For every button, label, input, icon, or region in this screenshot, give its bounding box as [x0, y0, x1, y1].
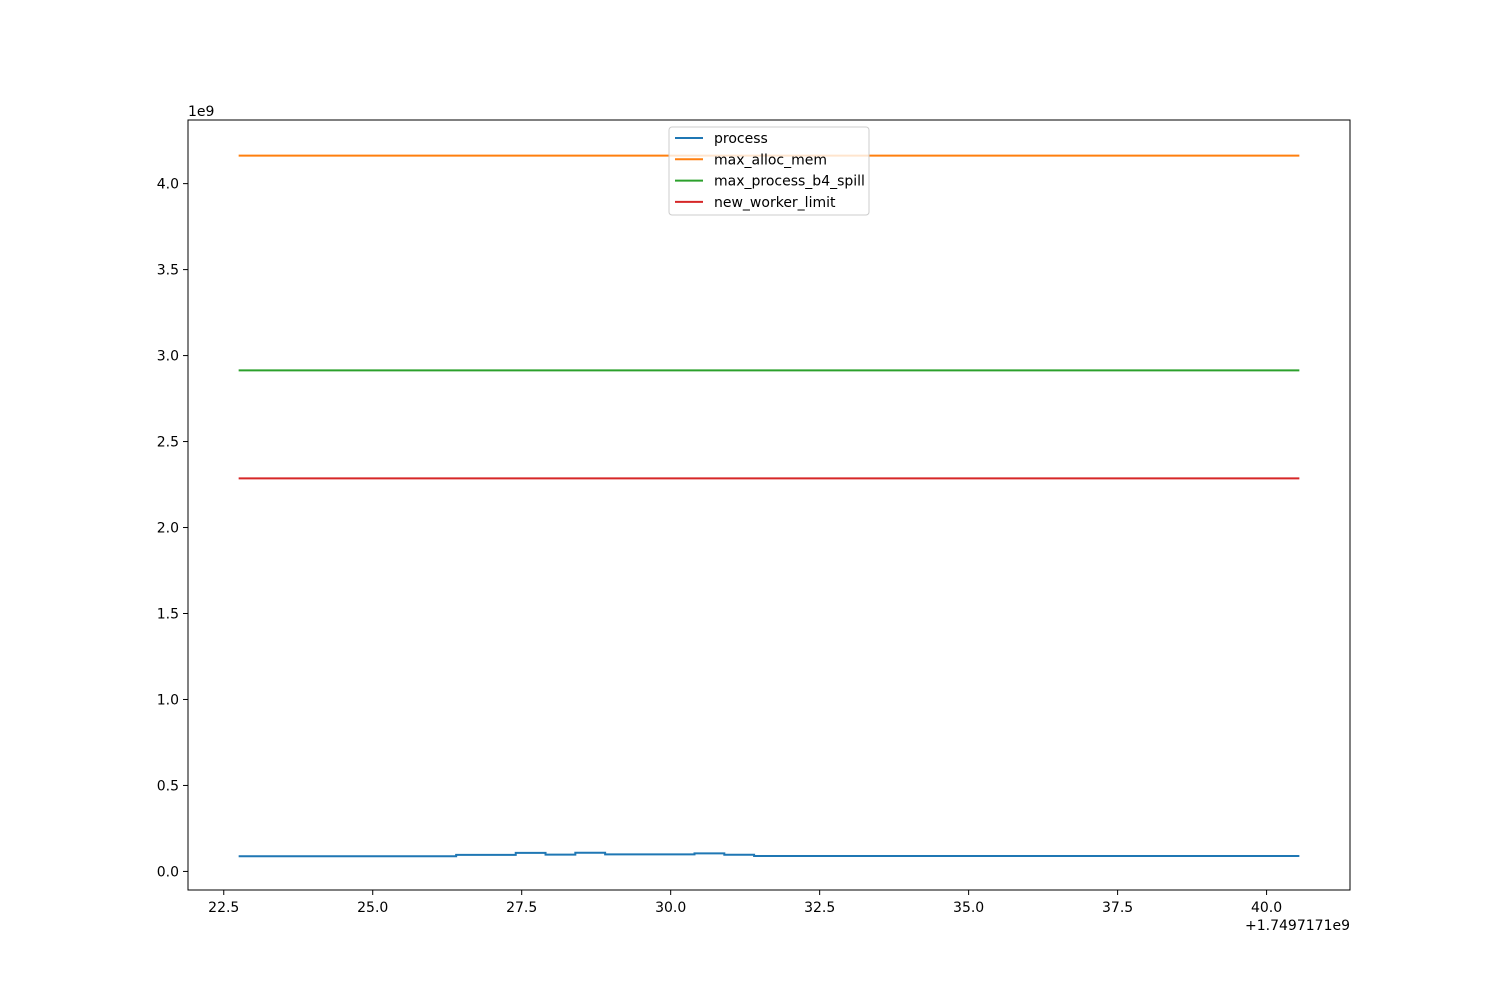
x-offset-label: +1.7497171e9	[1245, 918, 1350, 934]
legend: process max_alloc_mem max_process_b4_spill…	[668, 126, 870, 216]
series-line-process	[238, 851, 1300, 858]
x-tick-label: 32.5	[804, 900, 835, 916]
x-tick-label: 35.0	[953, 900, 984, 916]
x-tick-label: 22.5	[208, 900, 239, 916]
y-tick-label: 0.0	[157, 864, 179, 880]
legend-box	[668, 126, 870, 216]
y-scale-label: 1e9	[188, 104, 214, 120]
y-tick-label: 3.0	[157, 349, 179, 365]
x-tick-label: 30.0	[655, 900, 686, 916]
y-tick-label: 2.5	[157, 435, 179, 451]
y-tick-label: 1.0	[157, 692, 179, 708]
legend-label: max_alloc_mem	[714, 152, 827, 168]
plot-frame	[187, 119, 1351, 891]
series-layer	[238, 154, 1300, 858]
x-tick-label: 25.0	[357, 900, 388, 916]
y-tick-label: 1.5	[157, 607, 179, 623]
legend-label: max_process_b4_spill	[714, 174, 865, 190]
x-tick-label: 37.5	[1102, 900, 1133, 916]
legend-label: process	[714, 131, 768, 147]
x-tick-label: 27.5	[506, 900, 537, 916]
y-tick-label: 4.0	[157, 177, 179, 193]
x-tick-label: 40.0	[1251, 900, 1282, 916]
y-axis: 0.0 0.5 1.0 1.5 2.0 2.5 3.0 3.5 4.0	[157, 177, 188, 880]
y-tick-label: 3.5	[157, 263, 179, 279]
y-tick-label: 2.0	[157, 521, 179, 537]
legend-label: new_worker_limit	[714, 195, 836, 211]
x-axis: 22.5 25.0 27.5 30.0 32.5 35.0 37.5 40.0	[208, 890, 1282, 916]
y-tick-label: 0.5	[157, 778, 179, 794]
